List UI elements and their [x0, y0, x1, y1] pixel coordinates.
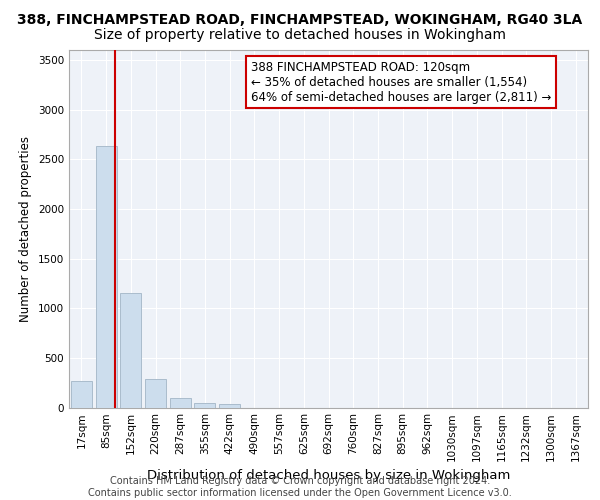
- Bar: [71, 380, 92, 407]
- Bar: [95, 146, 116, 408]
- Text: Size of property relative to detached houses in Wokingham: Size of property relative to detached ho…: [94, 28, 506, 42]
- X-axis label: Distribution of detached houses by size in Wokingham: Distribution of detached houses by size …: [147, 470, 510, 482]
- Bar: [194, 403, 215, 407]
- Text: 388 FINCHAMPSTEAD ROAD: 120sqm
← 35% of detached houses are smaller (1,554)
64% : 388 FINCHAMPSTEAD ROAD: 120sqm ← 35% of …: [251, 60, 551, 104]
- Y-axis label: Number of detached properties: Number of detached properties: [19, 136, 32, 322]
- Bar: [145, 379, 166, 408]
- Text: Contains HM Land Registry data © Crown copyright and database right 2024.
Contai: Contains HM Land Registry data © Crown c…: [88, 476, 512, 498]
- Bar: [120, 294, 141, 408]
- Text: 388, FINCHAMPSTEAD ROAD, FINCHAMPSTEAD, WOKINGHAM, RG40 3LA: 388, FINCHAMPSTEAD ROAD, FINCHAMPSTEAD, …: [17, 12, 583, 26]
- Bar: [170, 398, 191, 407]
- Bar: [219, 404, 240, 407]
